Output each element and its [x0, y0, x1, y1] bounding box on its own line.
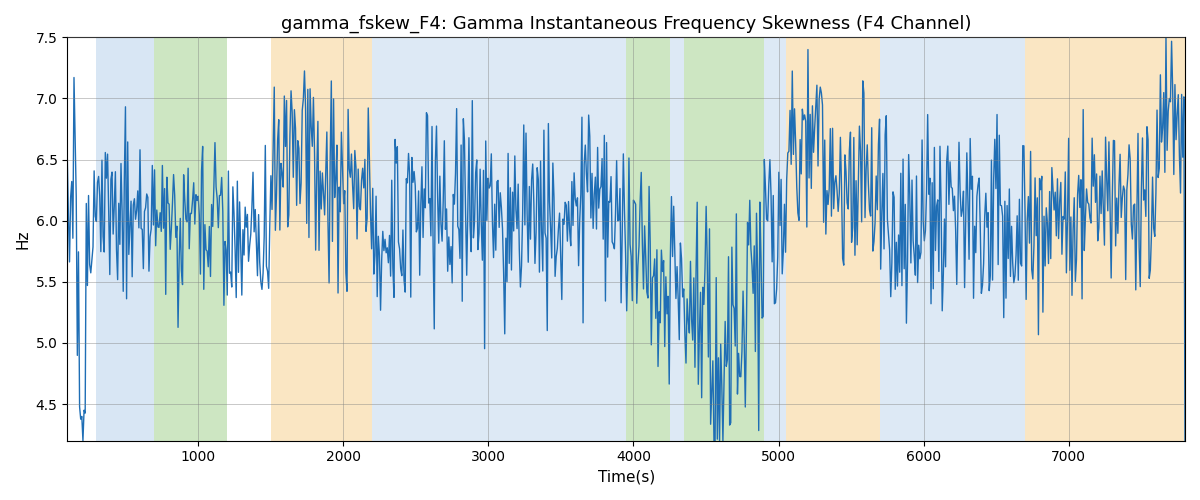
- Bar: [786, 38, 880, 440]
- Bar: [764, 38, 786, 440]
- Bar: [626, 38, 670, 440]
- Bar: [270, 38, 372, 440]
- Bar: [670, 38, 684, 440]
- Bar: [155, 38, 227, 440]
- X-axis label: Time(s): Time(s): [598, 470, 655, 485]
- Title: gamma_fskew_F4: Gamma Instantaneous Frequency Skewness (F4 Channel): gamma_fskew_F4: Gamma Instantaneous Freq…: [281, 15, 971, 34]
- Bar: [605, 38, 626, 440]
- Y-axis label: Hz: Hz: [16, 230, 30, 249]
- Bar: [684, 38, 764, 440]
- Bar: [1025, 38, 1186, 440]
- Bar: [372, 38, 605, 440]
- Bar: [880, 38, 1025, 440]
- Bar: [96, 38, 155, 440]
